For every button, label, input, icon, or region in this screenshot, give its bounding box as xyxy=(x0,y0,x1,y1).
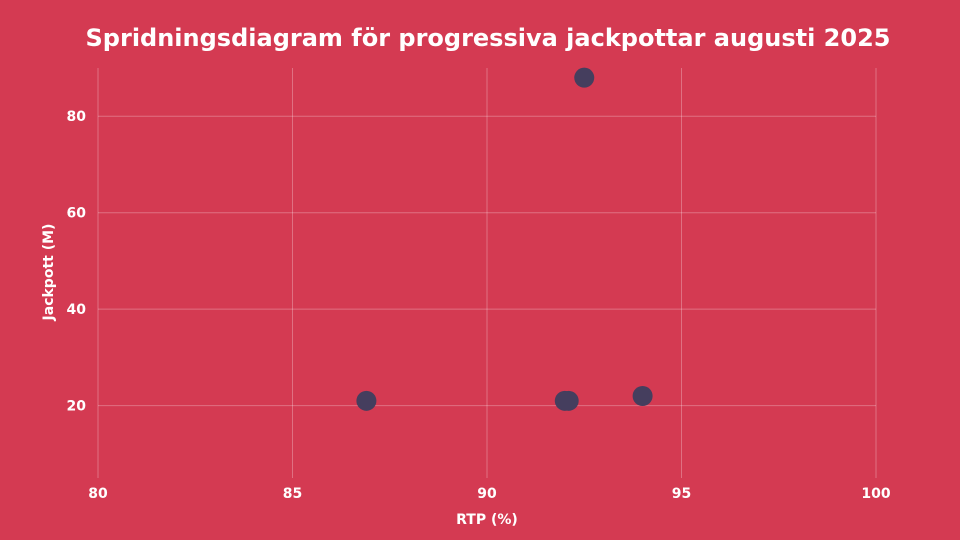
x-tick-label-3: 95 xyxy=(672,486,691,502)
x-tick-label-2: 90 xyxy=(477,486,497,502)
chart-title: Spridningsdiagram för progressiva jackpo… xyxy=(86,24,891,52)
data-points xyxy=(356,67,653,411)
y-axis-label: Jackpott (M) xyxy=(41,224,57,322)
grid xyxy=(97,68,877,478)
x-tick-label-4: 100 xyxy=(861,486,890,502)
y-axis-ticks: 20 40 60 80 xyxy=(67,109,87,414)
data-point-3[interactable] xyxy=(574,67,595,88)
data-point-0[interactable] xyxy=(356,390,377,411)
y-tick-label-0: 20 xyxy=(67,399,87,415)
x-axis-ticks: 80 85 90 95 100 xyxy=(88,486,891,502)
data-point-2[interactable] xyxy=(558,390,579,411)
x-axis-label: RTP (%) xyxy=(456,512,518,528)
data-point-4[interactable] xyxy=(632,386,653,406)
y-tick-label-3: 80 xyxy=(67,109,87,125)
x-tick-label-1: 85 xyxy=(283,486,302,502)
y-tick-label-1: 40 xyxy=(67,302,87,318)
x-tick-label-0: 80 xyxy=(88,486,108,502)
y-tick-label-2: 60 xyxy=(67,206,87,222)
